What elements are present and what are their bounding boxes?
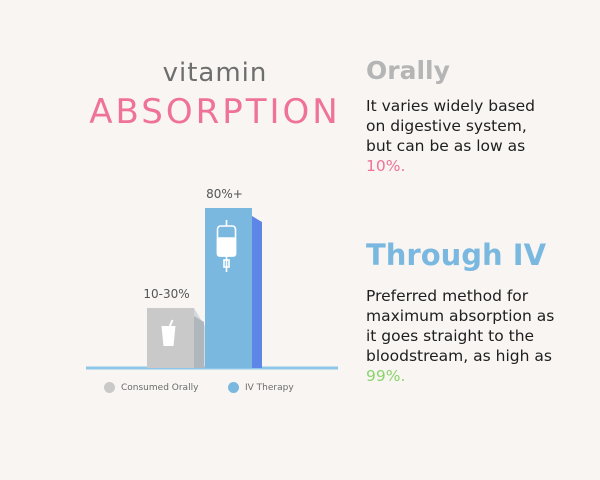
cup-icon bbox=[161, 319, 176, 346]
legend-swatch-iv bbox=[228, 382, 239, 393]
legend-item-iv: IV Therapy bbox=[228, 382, 294, 393]
data-label-1: 80%+ bbox=[206, 187, 243, 201]
bar-1 bbox=[205, 208, 252, 368]
legend-label-orally: Consumed Orally bbox=[121, 382, 199, 393]
iv-text: Preferred method for maximum absorption … bbox=[366, 287, 555, 365]
legend-swatch-orally bbox=[104, 382, 115, 393]
title-line-vitamin: vitamin bbox=[162, 58, 268, 88]
orally-text: It varies widely based on digestive syst… bbox=[366, 97, 536, 155]
bar-side-0 bbox=[194, 316, 204, 368]
orally-highlight: 10%. bbox=[366, 157, 406, 175]
bar-side-1 bbox=[252, 216, 262, 368]
iv-bag-icon bbox=[216, 220, 237, 272]
orally-description: It varies widely based on digestive syst… bbox=[366, 96, 556, 176]
data-label-0: 10-30% bbox=[143, 287, 189, 301]
orally-heading: Orally bbox=[366, 56, 450, 85]
legend-label-iv: IV Therapy bbox=[245, 382, 294, 393]
iv-highlight: 99%. bbox=[366, 367, 406, 385]
legend-item-orally: Consumed Orally bbox=[104, 382, 198, 393]
absorption-bar-chart: 10-30% 80%+ bbox=[86, 187, 338, 370]
iv-description: Preferred method for maximum absorption … bbox=[366, 286, 556, 386]
iv-heading: Through IV bbox=[366, 238, 547, 272]
title-line-absorption: ABSORPTION bbox=[89, 92, 341, 132]
